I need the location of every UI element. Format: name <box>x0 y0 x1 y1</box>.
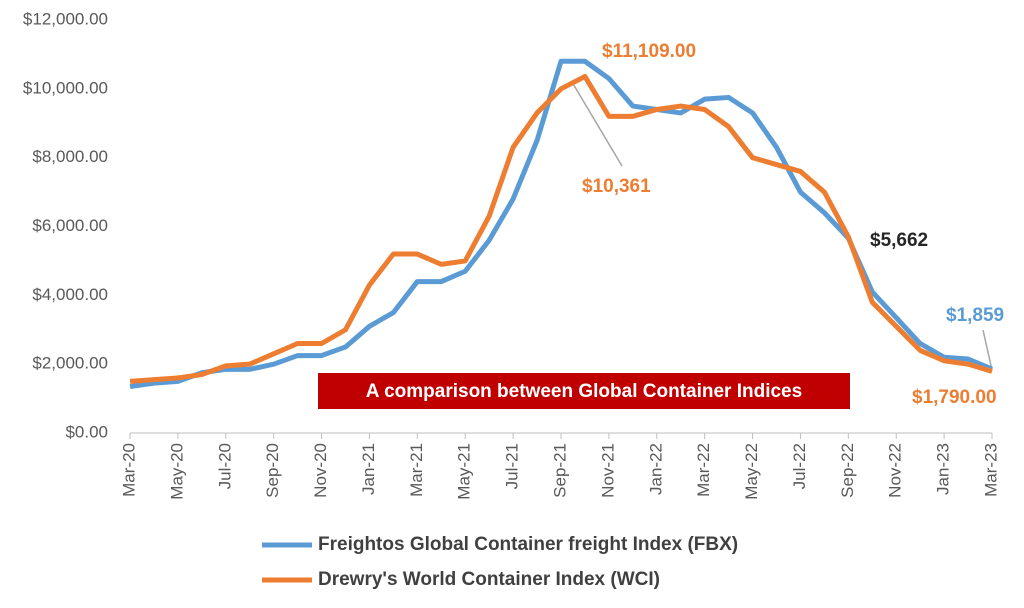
y-tick-label: $10,000.00 <box>23 78 108 97</box>
x-tick-label: Jan-23 <box>934 443 953 495</box>
legend-label: Freightos Global Container freight Index… <box>318 534 738 555</box>
x-tick-label: Jul-21 <box>503 443 522 489</box>
x-tick-label: Jan-22 <box>646 443 665 495</box>
x-tick-label: Nov-20 <box>311 443 330 498</box>
x-tick-label: May-20 <box>167 443 186 500</box>
y-tick-label: $6,000.00 <box>32 216 108 235</box>
x-tick-label: Sep-22 <box>838 443 857 498</box>
x-tick-label: Jan-21 <box>359 443 378 495</box>
y-tick-label: $8,000.00 <box>32 147 108 166</box>
title-box <box>318 373 850 409</box>
annotation: $5,662 <box>870 230 928 251</box>
x-tick-label: Jul-20 <box>215 443 234 489</box>
x-tick-label: Mar-21 <box>407 443 426 497</box>
y-tick-label: $4,000.00 <box>32 285 108 304</box>
series-line <box>129 73 993 384</box>
annotation: $10,361 <box>582 176 651 197</box>
x-tick-label: Mar-23 <box>981 443 1000 497</box>
x-tick-label: Nov-21 <box>598 443 617 498</box>
annotation: $11,109.00 <box>602 41 696 62</box>
legend-label: Drewry's World Container Index (WCI) <box>318 569 660 590</box>
chart-title: A comparison between Global Container In… <box>366 381 802 402</box>
x-tick-label: Nov-22 <box>886 443 905 498</box>
x-tick-label: May-22 <box>742 443 761 500</box>
x-tick-label: Sep-20 <box>263 443 282 498</box>
y-tick-label: $12,000.00 <box>23 9 108 28</box>
x-tick-label: Mar-20 <box>119 443 138 497</box>
x-tick-label: Mar-22 <box>694 443 713 497</box>
y-tick-label: $2,000.00 <box>32 354 108 373</box>
annotation-pointer <box>982 329 993 371</box>
annotation-pointer <box>571 81 623 167</box>
x-tick-label: Sep-21 <box>550 443 569 498</box>
x-tick-label: May-21 <box>455 443 474 500</box>
x-tick-label: Jul-22 <box>790 443 809 489</box>
series-line <box>129 58 993 390</box>
annotation: $1,790.00 <box>912 387 997 408</box>
annotation: $1,859 <box>946 305 1004 326</box>
y-tick-label: $0.00 <box>65 422 108 441</box>
